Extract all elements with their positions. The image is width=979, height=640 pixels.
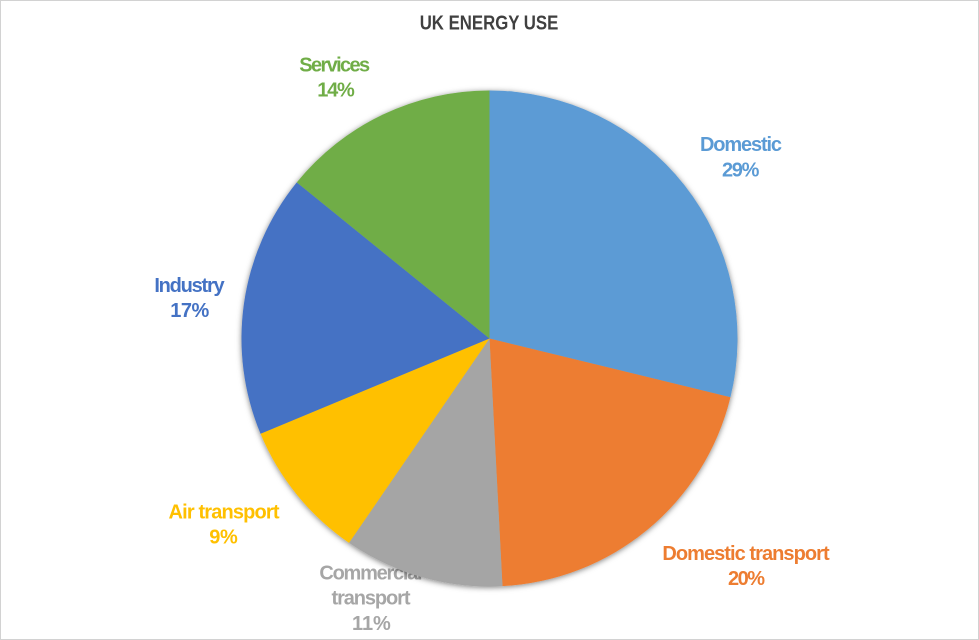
svg-text:14%: 14% [317,79,355,101]
svg-text:11%: 11% [352,613,391,635]
svg-text:Domestic: Domestic [700,134,782,156]
svg-text:transport: transport [332,588,411,610]
svg-text:17%: 17% [170,300,209,322]
svg-text:Domestic transport: Domestic transport [662,543,830,565]
svg-text:UK ENERGY USE: UK ENERGY USE [420,13,559,35]
svg-text:Air transport: Air transport [169,501,280,523]
svg-text:29%: 29% [722,159,760,181]
svg-text:20%: 20% [728,568,765,590]
svg-text:9%: 9% [209,527,238,549]
svg-text:Services: Services [299,54,370,76]
svg-text:Industry: Industry [154,275,225,297]
